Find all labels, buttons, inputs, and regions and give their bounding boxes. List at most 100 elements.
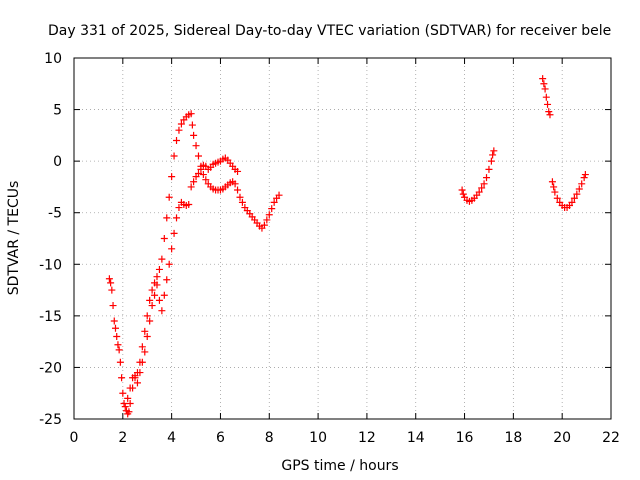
data-point	[550, 183, 558, 191]
data-point	[270, 198, 278, 206]
data-point	[188, 121, 196, 129]
data-point	[545, 108, 553, 116]
data-point	[131, 372, 139, 380]
data-point	[125, 408, 133, 416]
data-point	[580, 174, 588, 182]
data-point	[458, 186, 466, 194]
data-point	[548, 178, 556, 186]
x-tick-label: 0	[70, 430, 79, 446]
data-point	[133, 379, 141, 387]
data-point	[116, 358, 124, 366]
series-4	[539, 75, 554, 119]
data-point	[541, 85, 549, 93]
data-point	[138, 343, 146, 351]
y-tick-label: 10	[44, 51, 62, 67]
data-point	[148, 286, 156, 294]
data-point	[173, 214, 181, 222]
x-tick-label: 22	[602, 430, 620, 446]
data-point	[234, 167, 242, 175]
data-point	[168, 245, 176, 253]
y-tick-label: -25	[39, 412, 62, 428]
data-point	[136, 369, 144, 377]
data-point	[553, 194, 561, 202]
x-tick-label: 8	[265, 430, 274, 446]
data-point	[121, 403, 129, 411]
axis-ticks	[73, 57, 612, 420]
data-point	[138, 358, 146, 366]
data-point	[190, 131, 198, 139]
data-point	[485, 165, 493, 173]
data-point	[160, 235, 168, 242]
data-point	[199, 171, 207, 179]
data-point	[175, 126, 183, 134]
x-tick-label: 20	[553, 430, 571, 446]
data-point	[124, 394, 132, 402]
x-tick-label: 6	[216, 430, 225, 446]
data-point	[143, 332, 151, 340]
data-point	[105, 275, 113, 283]
data-point	[120, 400, 128, 408]
data-point	[490, 147, 498, 155]
data-point	[578, 180, 586, 188]
data-point	[546, 111, 554, 119]
series-1	[105, 110, 283, 418]
x-tick-labels: 0 2 4 6 8 10 12 14 16 18 20 22	[70, 430, 620, 446]
data-points	[105, 75, 589, 418]
data-point	[143, 312, 151, 320]
data-point	[551, 188, 559, 196]
y-tick-label: 0	[53, 154, 62, 170]
data-point	[155, 296, 163, 304]
series-2	[124, 154, 242, 402]
data-point	[575, 185, 583, 193]
data-point	[185, 200, 193, 208]
data-point	[489, 151, 497, 159]
data-point	[275, 191, 283, 199]
data-point	[107, 279, 115, 287]
data-point	[113, 332, 121, 340]
x-tick-label: 18	[504, 430, 522, 446]
data-point	[163, 214, 171, 222]
data-point	[236, 193, 244, 201]
data-point	[581, 171, 589, 179]
data-point	[109, 302, 117, 310]
data-point	[187, 183, 195, 191]
data-point	[163, 276, 171, 284]
data-point	[478, 184, 486, 192]
x-tick-label: 4	[167, 430, 176, 446]
data-point	[539, 75, 547, 83]
data-point	[151, 291, 159, 299]
data-point	[118, 374, 126, 382]
data-point	[487, 157, 495, 165]
x-axis-label: GPS time / hours	[281, 458, 398, 474]
x-tick-label: 2	[118, 430, 127, 446]
data-point	[115, 346, 123, 354]
data-point	[170, 229, 178, 237]
data-point	[187, 110, 195, 118]
x-tick-label: 10	[309, 430, 327, 446]
data-point	[263, 216, 271, 224]
data-point	[170, 152, 178, 160]
data-point	[111, 324, 119, 332]
data-point	[173, 137, 181, 145]
x-tick-label: 12	[358, 430, 376, 446]
data-point	[158, 307, 166, 315]
data-point	[194, 152, 202, 160]
data-point	[148, 302, 156, 310]
y-tick-labels: -25 -20 -15 -10 -5 0 5 10	[39, 51, 62, 428]
data-point	[202, 176, 210, 184]
data-point	[110, 317, 118, 325]
data-point	[265, 211, 273, 219]
data-point	[544, 100, 552, 108]
data-point	[126, 400, 134, 408]
data-point	[158, 255, 166, 263]
y-tick-label: 5	[53, 103, 62, 119]
data-point	[459, 190, 467, 198]
data-point	[573, 190, 581, 198]
data-point	[141, 327, 149, 335]
data-point	[175, 204, 183, 212]
data-point	[153, 273, 161, 281]
data-point	[141, 348, 149, 356]
x-tick-label: 16	[456, 430, 474, 446]
data-point	[108, 286, 116, 294]
